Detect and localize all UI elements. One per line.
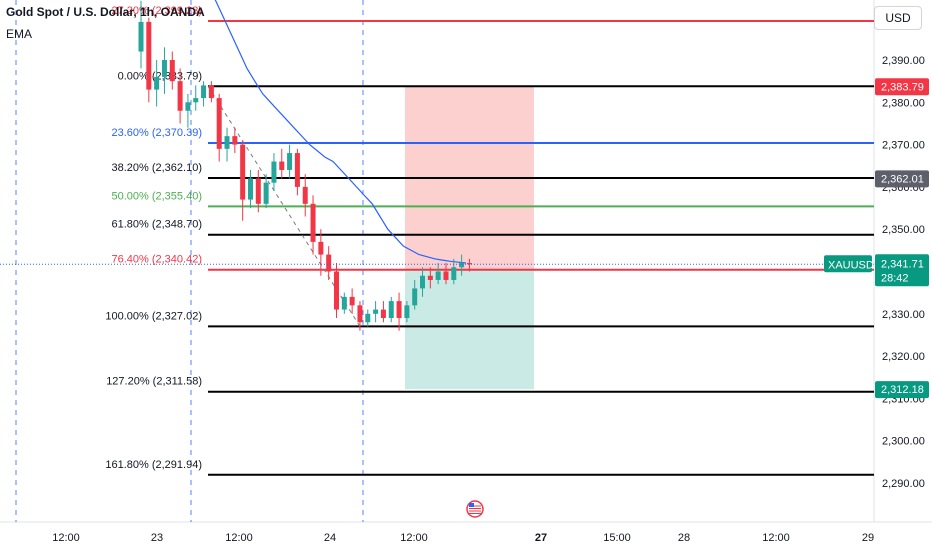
price-tick-label: 2,350.00 (882, 224, 925, 236)
candle (224, 136, 230, 149)
currency-button[interactable]: USD (874, 6, 922, 30)
candle (388, 301, 394, 319)
price-badge-label: 2,383.79 (881, 81, 924, 93)
candle (255, 178, 261, 204)
candle (435, 271, 441, 280)
current-price-label: 2,341.71 (881, 258, 924, 270)
time-tick-label: 29 (862, 532, 874, 544)
position-zones (405, 86, 534, 390)
fib-level-label: 0.00% (2,383.79) (118, 70, 202, 82)
price-badge (875, 78, 929, 96)
symbol-badge (824, 255, 872, 273)
candle (201, 85, 207, 99)
candle (271, 161, 277, 183)
ema-path (214, 0, 467, 264)
time-tick-label: 27 (535, 532, 547, 544)
time-tick-label: 12:00 (225, 532, 253, 544)
time-tick-label: 12:00 (400, 532, 428, 544)
candle (146, 21, 152, 90)
candle (287, 153, 293, 170)
candle (380, 309, 386, 319)
price-badge (875, 170, 929, 188)
candle (427, 275, 433, 280)
candle (263, 182, 269, 204)
time-tick-label: 12:00 (762, 532, 790, 544)
price-tick-label: 2,330.00 (882, 309, 925, 321)
time-tick-label: 23 (151, 532, 163, 544)
candle (216, 98, 222, 149)
candle (247, 178, 253, 200)
price-badge (875, 381, 929, 399)
price-tick-label: 2,370.00 (882, 140, 925, 152)
candle (420, 275, 426, 289)
candle (177, 81, 183, 111)
fib-level-label: 27.20% (2,399.23) (111, 5, 202, 17)
fib-level-label: 76.40% (2,340.42) (111, 254, 202, 266)
candle (373, 309, 379, 314)
candle (302, 186, 308, 204)
fib-level-label: 100.00% (2,327.02) (105, 310, 202, 322)
candle (138, 21, 144, 52)
time-tick-label: 15:00 (603, 532, 631, 544)
candle (412, 288, 418, 306)
time-tick-label: 24 (324, 532, 336, 544)
take-profit-zone (405, 269, 534, 390)
candles (138, 0, 472, 331)
current-price-badge (875, 254, 929, 287)
fib-level-label: 61.80% (2,348.70) (111, 219, 202, 231)
candle (404, 305, 410, 319)
flag-canton (469, 503, 474, 507)
time-tick-label: 28 (678, 532, 690, 544)
candle (396, 301, 402, 319)
candle (341, 296, 347, 310)
price-tick-label: 2,390.00 (882, 55, 925, 67)
candle (357, 305, 363, 323)
ema-line (214, 0, 467, 264)
fib-level-label: 127.20% (2,311.58) (106, 376, 202, 388)
fib-level-label: 50.00% (2,355.40) (111, 190, 202, 202)
price-badge-label: 2,362.01 (881, 173, 924, 185)
time-axis[interactable]: 12:00 23 12:00 24 12:00 27 15:00 28 12:00 29 (52, 532, 874, 544)
fib-level-label: 161.80% (2,291.94) (105, 459, 202, 471)
symbol-title: Gold Spot / U.S. Dollar, 1h, OANDA (6, 5, 205, 19)
candle (154, 76, 160, 90)
time-tick-label: 12:00 (52, 532, 80, 544)
price-tick-label: 2,320.00 (882, 351, 925, 363)
candle (279, 161, 285, 170)
price-tick-label: 2,380.00 (882, 97, 925, 109)
countdown-label: 28:42 (881, 272, 909, 284)
price-tick-label: 2,300.00 (882, 436, 925, 448)
candle (161, 60, 167, 77)
candle (310, 203, 316, 242)
candle (208, 85, 214, 99)
candle (294, 153, 300, 187)
candle (185, 102, 191, 111)
fib-level-label: 38.20% (2,362.10) (111, 162, 202, 174)
indicator-label-ema[interactable]: EMA (6, 27, 33, 41)
candle (459, 263, 465, 268)
candle (169, 60, 175, 82)
us-flag-event-icon[interactable] (466, 500, 484, 518)
candle (466, 263, 472, 265)
fib-level-label: 23.60% (2,370.39) (111, 127, 202, 139)
candle (240, 144, 246, 200)
price-badge-label: 2,312.18 (881, 384, 924, 396)
candle (451, 267, 457, 280)
price-tick-label: 2,290.00 (882, 478, 925, 490)
candle (326, 254, 332, 272)
session-separators (15, 0, 364, 522)
candle (365, 313, 371, 323)
candle (334, 271, 339, 310)
price-axis[interactable]: 2,390.002,380.002,370.002,360.002,350.00… (824, 55, 929, 490)
candle (193, 98, 199, 103)
symbol-badge-label: XAUUSD (828, 259, 874, 271)
candle (232, 136, 238, 145)
candle (443, 271, 449, 280)
candle (349, 296, 355, 306)
fib-levels: 27.20% (2,399.23) 0.00% (2,383.79) 23.60% … (105, 5, 874, 476)
candle (318, 241, 324, 255)
